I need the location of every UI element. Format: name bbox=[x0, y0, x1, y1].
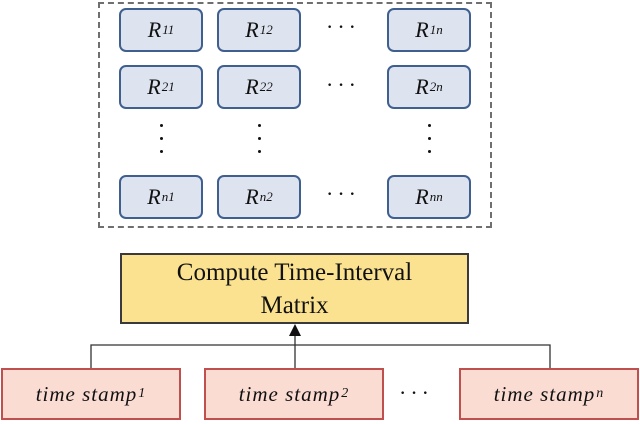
cell-r12: R 12 bbox=[217, 8, 301, 52]
time-stamp-1: time stamp 1 bbox=[1, 368, 181, 420]
cell-sub: 2n bbox=[429, 79, 443, 94]
stamp-text: time stamp bbox=[35, 381, 138, 406]
coln-vertical-ellipsis bbox=[424, 120, 436, 160]
cell-base: R bbox=[245, 17, 259, 42]
time-stamp-n: time stamp n bbox=[459, 368, 639, 420]
cell-base: R bbox=[147, 184, 161, 209]
cell-r22: R 22 bbox=[217, 65, 301, 109]
stamp-sub: 1 bbox=[138, 386, 147, 401]
cell-r21: R 21 bbox=[119, 65, 203, 109]
cell-base: R bbox=[245, 184, 259, 209]
cell-base: R bbox=[415, 17, 429, 42]
stamp-text: time stamp bbox=[238, 381, 341, 406]
stamps-ellipsis: ··· bbox=[399, 380, 433, 405]
cell-sub: n2 bbox=[259, 189, 273, 204]
cell-sub: n1 bbox=[161, 189, 175, 204]
cell-r1n: R 1n bbox=[387, 8, 471, 52]
cell-sub: 21 bbox=[161, 79, 175, 94]
row1-ellipsis: ··· bbox=[326, 14, 360, 39]
cell-base: R bbox=[415, 74, 429, 99]
cell-base: R bbox=[147, 17, 162, 42]
cell-sub: 11 bbox=[162, 22, 175, 37]
time-stamp-2: time stamp 2 bbox=[204, 368, 384, 420]
compute-label: Compute Time-Interval Matrix bbox=[176, 258, 413, 319]
stamp-sub: n bbox=[596, 386, 605, 401]
stamp-sub: 2 bbox=[341, 386, 350, 401]
cell-r2n: R 2n bbox=[387, 65, 471, 109]
cell-sub: 22 bbox=[259, 79, 273, 94]
matrix-frame bbox=[98, 2, 492, 228]
rown-ellipsis: ··· bbox=[326, 181, 360, 206]
stampn-connector bbox=[295, 344, 551, 368]
cell-sub: nn bbox=[429, 189, 443, 204]
stamp-text: time stamp bbox=[493, 381, 596, 406]
compute-time-interval-box: Compute Time-Interval Matrix bbox=[120, 253, 469, 324]
arrowhead-icon bbox=[289, 324, 301, 336]
cell-base: R bbox=[415, 184, 429, 209]
cell-r11: R 11 bbox=[119, 8, 203, 52]
col2-vertical-ellipsis bbox=[254, 120, 266, 160]
row2-ellipsis: ··· bbox=[326, 72, 360, 97]
cell-base: R bbox=[147, 74, 161, 99]
col1-vertical-ellipsis bbox=[156, 120, 168, 160]
cell-sub: 1n bbox=[429, 22, 443, 37]
cell-base: R bbox=[245, 74, 259, 99]
stamp1-connector bbox=[90, 344, 295, 368]
cell-sub: 12 bbox=[259, 22, 273, 37]
